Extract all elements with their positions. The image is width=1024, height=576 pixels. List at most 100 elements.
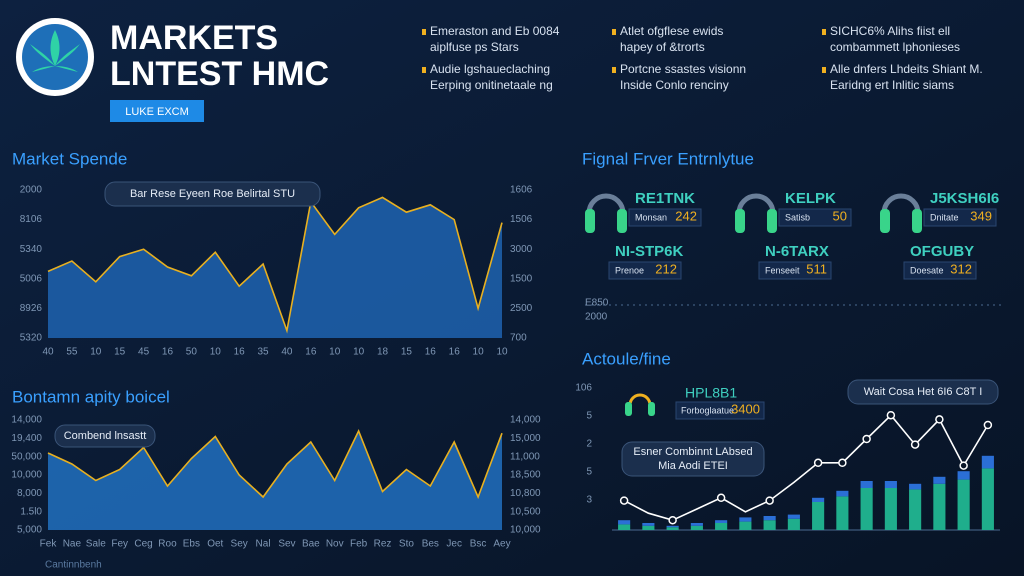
bar xyxy=(909,489,922,530)
line xyxy=(47,429,503,500)
y-tick-label: 5340 xyxy=(20,244,43,255)
footer: Cantinnbenh xyxy=(45,560,102,571)
x-tick-label: Sey xyxy=(231,539,248,550)
x-tick-label: 16 xyxy=(449,347,461,358)
bar xyxy=(787,518,800,530)
x-tick-label: 16 xyxy=(305,347,317,358)
widget-label: Dnitate xyxy=(930,212,959,222)
bar xyxy=(812,502,825,530)
x-tick-label: Fey xyxy=(111,539,128,550)
headphone-band xyxy=(736,193,776,214)
x-tick-label: 10 xyxy=(90,347,102,358)
y-tick-label: 19,400 xyxy=(11,433,42,444)
y2-tick-label: 18,500 xyxy=(510,470,541,481)
x-tick-label: Bes xyxy=(422,539,439,550)
y2-tick-label: 2500 xyxy=(510,303,533,314)
x-tick-label: 10 xyxy=(210,347,222,358)
bar xyxy=(933,483,946,530)
bar xyxy=(739,521,752,530)
widget-box xyxy=(628,208,702,227)
x-tick-label: 15 xyxy=(114,347,126,358)
y-tick-label: 14,000 xyxy=(11,415,42,426)
x-tick-label: 40 xyxy=(42,347,54,358)
info-text: SICHC6% Alihs fiist ell xyxy=(830,24,950,38)
area xyxy=(48,197,502,338)
headphone-cup xyxy=(625,402,632,416)
y-tick-label: 3 xyxy=(586,495,592,506)
bullet xyxy=(822,67,826,73)
widget-name: KELPK xyxy=(785,190,836,207)
annotation-box xyxy=(54,424,156,448)
widget-label: Doesate xyxy=(910,265,944,275)
y-tick-label: 5320 xyxy=(20,333,43,344)
bullet xyxy=(422,67,426,73)
point xyxy=(910,440,920,449)
widget-label: Prenoe xyxy=(615,265,644,275)
bar xyxy=(690,523,703,526)
annotation-box xyxy=(104,181,321,207)
bar xyxy=(690,525,703,530)
widget-label: Forboglaatue xyxy=(681,405,734,415)
x-tick-label: 55 xyxy=(66,347,78,358)
bar xyxy=(981,455,994,469)
y-tick-label: 2000 xyxy=(20,185,43,196)
x-tick-label: 35 xyxy=(257,347,269,358)
y2-tick-label: 10,000 xyxy=(510,525,541,536)
headphone-band xyxy=(628,393,652,406)
widget-value: 511 xyxy=(806,261,827,276)
widget-box xyxy=(675,401,765,420)
widget-label: Satisb xyxy=(785,212,810,222)
y2-tick-label: 11,000 xyxy=(510,451,540,462)
callout-name: HPL8B1 xyxy=(685,385,737,401)
y2-tick-label: 1506 xyxy=(510,214,533,225)
y2-tick-label: 1606 xyxy=(510,185,533,196)
widget-name: RE1TNK xyxy=(635,190,695,207)
bar xyxy=(860,481,873,488)
annotation: Esner Combinnt LAbsed xyxy=(633,446,752,458)
annotation-box xyxy=(847,379,999,405)
annotation: Wait Cosa Het 6I6 C8T I xyxy=(864,386,983,398)
info-text: Emeraston and Eb 0084 xyxy=(430,24,560,38)
bar xyxy=(787,514,800,519)
x-tick-label: 40 xyxy=(281,347,293,358)
bullet xyxy=(822,29,826,35)
y-tick-label: 2 xyxy=(586,439,592,450)
x-tick-label: 16 xyxy=(425,347,437,358)
widget-label: Fenseeit xyxy=(765,265,800,275)
y2-tick-label: 1500 xyxy=(510,273,533,284)
widget-box xyxy=(923,208,997,227)
widget-value: 50 xyxy=(833,208,847,223)
info-text: aiplfuse ps Stars xyxy=(430,40,519,54)
bar xyxy=(812,497,825,502)
bar xyxy=(836,490,849,497)
line xyxy=(623,414,989,522)
widget-value: 242 xyxy=(675,208,697,223)
headphone-band xyxy=(881,193,921,214)
title-line: MARKETS xyxy=(110,19,278,57)
x-tick-label: Fek xyxy=(40,539,58,550)
x-tick-label: Feb xyxy=(350,539,368,550)
bullet xyxy=(612,67,616,73)
y2-tick-label: 10,800 xyxy=(510,488,541,499)
widget-box xyxy=(608,261,682,280)
y-tick-label: 5006 xyxy=(20,273,43,284)
x-tick-label: Aey xyxy=(493,539,510,550)
x-tick-label: Jec xyxy=(446,539,462,550)
x-tick-label: Ebs xyxy=(183,539,200,550)
y-tick-label: 106 xyxy=(575,383,592,394)
headphone-cup xyxy=(880,209,890,233)
widget-box xyxy=(903,261,977,280)
x-tick-label: Sev xyxy=(278,539,295,550)
bar xyxy=(860,488,873,530)
y-tick-label: 10,000 xyxy=(11,470,42,481)
bar xyxy=(666,527,679,530)
widget-label: Monsan xyxy=(635,212,667,222)
title-line: LNTEST HMC xyxy=(110,55,329,93)
point xyxy=(716,493,726,503)
point xyxy=(886,410,896,420)
point xyxy=(619,496,629,505)
x-tick-label: 45 xyxy=(138,347,150,358)
bar xyxy=(666,525,679,528)
point xyxy=(838,458,847,468)
